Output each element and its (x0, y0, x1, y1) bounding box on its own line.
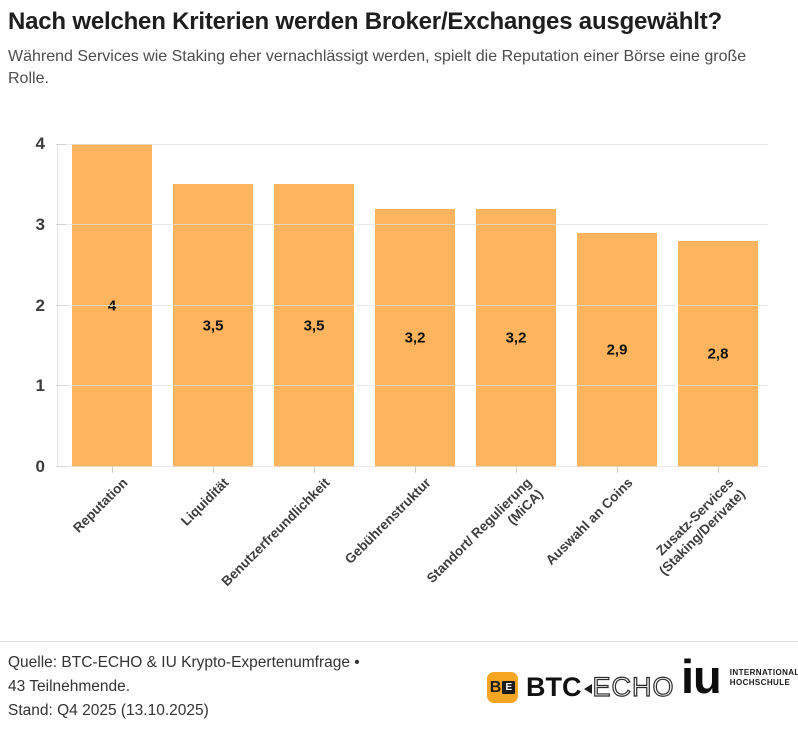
x-axis-label: Zusatz-Services (Staking/Derivate) (556, 475, 748, 667)
y-axis-label: 0 (35, 457, 45, 476)
gridline (57, 144, 768, 145)
btc-wordmark: BTC (526, 672, 582, 702)
bar: 2,8 (678, 240, 758, 467)
x-axis-tick (314, 467, 315, 473)
y-axis-tick (56, 144, 66, 145)
left-triangle-icon (583, 683, 592, 694)
bar-value-label: 3,5 (202, 317, 224, 335)
bar: 3,2 (375, 208, 455, 467)
badge-letter-e: E (502, 681, 516, 694)
iu-logo-text: INTERNATIONALE HOCHSCHULE (730, 668, 798, 699)
source-line-2: 43 Teilnehmende. (8, 678, 131, 695)
footer: Quelle: BTC-ECHO & IU Krypto-Expertenumf… (0, 641, 798, 730)
x-axis-label-line: Benutzerfreundlichkeit (218, 475, 333, 590)
plot-area: 4 3,5 3,5 3,2 3,2 2,9 2,8 Reputation Liquidität B… (56, 144, 768, 589)
y-axis-label: 2 (35, 295, 45, 315)
x-axis-label-line: Liquidität (178, 475, 232, 529)
bar-value-label: 4 (107, 297, 117, 314)
y-axis-line (57, 144, 58, 467)
iu-logo-text-line2: HOCHSCHULE (729, 678, 791, 687)
source-line-3: Stand: Q4 2025 (13.10.2025) (8, 702, 209, 719)
x-axis-label: Liquidität (51, 475, 232, 656)
bar-value-label: 3,5 (303, 317, 325, 335)
y-axis-label: 4 (35, 134, 45, 153)
bar-value-label: 2,8 (707, 345, 729, 363)
source-line-1: Quelle: BTC-ECHO & IU Krypto-Expertenumf… (8, 654, 360, 671)
badge-letter-b: B (489, 678, 502, 696)
x-axis-label: Benutzerfreundlichkeit (152, 475, 333, 656)
x-axis-label-line: Zusatz-Services (653, 475, 737, 559)
bar-value-label: 2,9 (606, 341, 628, 359)
bar-value-label: 3,2 (505, 329, 527, 347)
bar-value-label: 3,2 (404, 329, 426, 347)
gridline (57, 304, 768, 306)
iu-wordmark: iu (681, 650, 722, 703)
x-axis-tick (112, 467, 113, 473)
x-axis-tick (516, 467, 517, 473)
source-note: Quelle: BTC-ECHO & IU Krypto-Expertenumf… (8, 651, 360, 723)
echo-wordmark: ECHO (592, 671, 675, 702)
gridline (57, 385, 768, 387)
x-axis-tick (617, 467, 618, 473)
chart-title: Nach welchen Kriterien werden Broker/Exc… (8, 8, 722, 35)
bar: 2,9 (577, 232, 657, 467)
y-axis-tick (56, 466, 66, 467)
btc-echo-badge-icon: B E (487, 672, 518, 703)
bar: 3,2 (476, 208, 556, 467)
x-axis-tick (415, 467, 416, 473)
y-axis-label: 1 (35, 376, 45, 396)
iu-hochschule-logo: iu INTERNATIONALE HOCHSCHULE (681, 650, 798, 703)
x-axis-label-line: Standort/ Regulierung (423, 475, 535, 586)
gridline (57, 466, 768, 467)
y-axis-tick (56, 385, 66, 387)
bar: 4 (72, 144, 152, 467)
btc-echo-logo: B E BTC ECHO (487, 671, 675, 703)
gridline (57, 223, 768, 225)
bar: 3,5 (274, 184, 354, 467)
y-axis-tick (56, 223, 66, 225)
x-axis-label: Standort/ Regulierung (MiCA) (354, 475, 546, 667)
x-axis-tick (213, 467, 214, 473)
iu-logo-text-line1: INTERNATIONALE (729, 668, 798, 677)
bar-chart: 4 3,5 3,5 3,2 3,2 2,9 2,8 Reputation Liquidität B… (0, 130, 798, 641)
chart-subtitle: Während Services wie Staking eher vernac… (8, 48, 747, 87)
y-axis-label: 3 (35, 214, 45, 234)
x-axis-tick (718, 467, 719, 473)
chart-header: Nach welchen Kriterien werden Broker/Exc… (0, 0, 798, 90)
bar: 3,5 (173, 184, 253, 467)
y-axis-tick (56, 304, 66, 306)
